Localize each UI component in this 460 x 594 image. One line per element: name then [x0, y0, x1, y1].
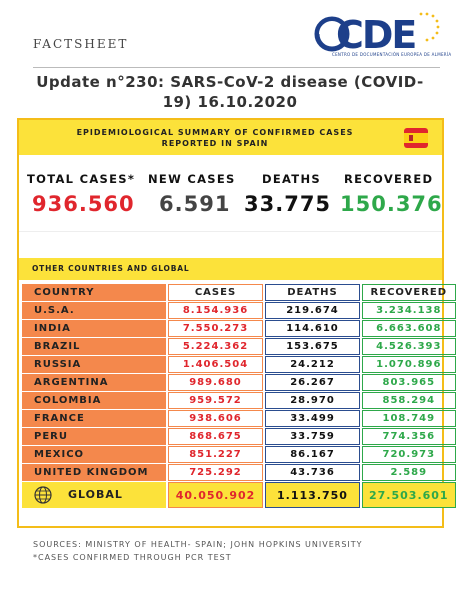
deaths-cell: 28.970 [265, 392, 360, 409]
table-row: RUSSIA 1.406.504 24.212 1.070.896 [22, 356, 456, 373]
country-cell: INDIA [22, 320, 166, 337]
recovered-value: 150.376 [340, 192, 443, 216]
cases-cell: 868.675 [168, 428, 263, 445]
header-divider [33, 67, 440, 68]
other-countries-bar [19, 258, 442, 280]
recovered-cell: 774.356 [362, 428, 456, 445]
cases-cell: 851.227 [168, 446, 263, 463]
cases-cell: 725.292 [168, 464, 263, 481]
summary-frame [17, 118, 444, 528]
deaths-cell: 43.736 [265, 464, 360, 481]
table-row: U.S.A. 8.154.936 219.674 3.234.138 [22, 302, 456, 319]
global-cases: 40.050.902 [168, 482, 263, 508]
recovered-cell: 6.663.608 [362, 320, 456, 337]
country-cell: MEXICO [22, 446, 166, 463]
table-row: UNITED KINGDOM 725.292 43.736 2.589 [22, 464, 456, 481]
recovered-cell: 4.526.393 [362, 338, 456, 355]
global-recovered: 27.503.601 [362, 482, 456, 508]
global-label-cell: GLOBAL [22, 482, 166, 508]
recovered-cell: 858.294 [362, 392, 456, 409]
cde-logo: CDE [314, 12, 440, 57]
page-title: Update n°230: SARS-CoV-2 disease (COVID-… [20, 72, 440, 112]
recovered-cell: 3.234.138 [362, 302, 456, 319]
recovered-label: RECOVERED [344, 172, 434, 186]
header-country: COUNTRY [22, 284, 166, 301]
recovered-cell: 720.973 [362, 446, 456, 463]
global-deaths: 1.113.750 [265, 482, 360, 508]
table-row: PERU 868.675 33.759 774.356 [22, 428, 456, 445]
cases-cell: 7.550.273 [168, 320, 263, 337]
table-row: FRANCE 938.606 33.499 108.749 [22, 410, 456, 427]
cases-cell: 989.680 [168, 374, 263, 391]
globe-icon [34, 486, 52, 504]
header-cases: CASES [168, 284, 263, 301]
pcr-note: *CASES CONFIRMED THROUGH PCR TEST [33, 553, 232, 562]
country-cell: PERU [22, 428, 166, 445]
deaths-cell: 219.674 [265, 302, 360, 319]
spain-flag-icon [404, 128, 428, 148]
country-cell: RUSSIA [22, 356, 166, 373]
recovered-cell: 2.589 [362, 464, 456, 481]
header-deaths: DEATHS [265, 284, 360, 301]
table-row: COLOMBIA 959.572 28.970 858.294 [22, 392, 456, 409]
other-countries-title: OTHER COUNTRIES AND GLOBAL [32, 264, 190, 273]
deaths-cell: 33.759 [265, 428, 360, 445]
deaths-cell: 26.267 [265, 374, 360, 391]
title-line-1: Update n°230: SARS-CoV-2 disease (COVID- [36, 73, 424, 91]
country-cell: ARGENTINA [22, 374, 166, 391]
cases-cell: 8.154.936 [168, 302, 263, 319]
cases-cell: 959.572 [168, 392, 263, 409]
table-header-row: COUNTRY CASES DEATHS RECOVERED [22, 284, 456, 301]
country-cell: U.S.A. [22, 302, 166, 319]
title-line-2: 19) 16.10.2020 [162, 93, 298, 111]
deaths-cell: 24.212 [265, 356, 360, 373]
global-row: GLOBAL 40.050.902 1.113.750 27.503.601 [22, 482, 456, 508]
banner-line-1: EPIDEMIOLOGICAL SUMMARY OF CONFIRMED CAS… [76, 128, 354, 137]
country-cell: FRANCE [22, 410, 166, 427]
banner-line-2: REPORTED IN SPAIN [161, 139, 269, 148]
recovered-cell: 1.070.896 [362, 356, 456, 373]
country-cell: COLOMBIA [22, 392, 166, 409]
footer-notes: SOURCES: MINISTRY OF HEALTH- SPAIN; JOHN… [33, 538, 363, 564]
country-cell: BRAZIL [22, 338, 166, 355]
factsheet-label: FACTSHEET [33, 37, 129, 51]
total-cases-value: 936.560 [32, 192, 135, 216]
deaths-cell: 153.675 [265, 338, 360, 355]
cases-cell: 938.606 [168, 410, 263, 427]
global-label: GLOBAL [68, 488, 123, 501]
logo-subtitle: CENTRO DE DOCUMENTACIÓN EUROPEA DE ALMER… [332, 52, 452, 57]
deaths-label: DEATHS [262, 172, 321, 186]
table-row: ARGENTINA 989.680 26.267 803.965 [22, 374, 456, 391]
sources-text: SOURCES: MINISTRY OF HEALTH- SPAIN; JOHN… [33, 540, 363, 549]
cases-cell: 1.406.504 [168, 356, 263, 373]
spacer-row [19, 231, 442, 257]
header-recovered: RECOVERED [362, 284, 456, 301]
new-cases-value: 6.591 [159, 192, 231, 216]
svg-text:CDE: CDE [336, 13, 415, 57]
total-cases-label: TOTAL CASES* [27, 172, 136, 186]
deaths-cell: 33.499 [265, 410, 360, 427]
cases-cell: 5.224.362 [168, 338, 263, 355]
country-cell: UNITED KINGDOM [22, 464, 166, 481]
table-row: MEXICO 851.227 86.167 720.973 [22, 446, 456, 463]
summary-banner-text: EPIDEMIOLOGICAL SUMMARY OF CONFIRMED CAS… [40, 127, 390, 149]
deaths-cell: 114.610 [265, 320, 360, 337]
table-row: INDIA 7.550.273 114.610 6.663.608 [22, 320, 456, 337]
table-row: BRAZIL 5.224.362 153.675 4.526.393 [22, 338, 456, 355]
new-cases-label: NEW CASES [148, 172, 236, 186]
deaths-value: 33.775 [244, 192, 332, 216]
countries-table: COUNTRY CASES DEATHS RECOVERED U.S.A. 8.1… [20, 283, 458, 509]
deaths-cell: 86.167 [265, 446, 360, 463]
summary-banner [19, 120, 442, 155]
recovered-cell: 108.749 [362, 410, 456, 427]
recovered-cell: 803.965 [362, 374, 456, 391]
